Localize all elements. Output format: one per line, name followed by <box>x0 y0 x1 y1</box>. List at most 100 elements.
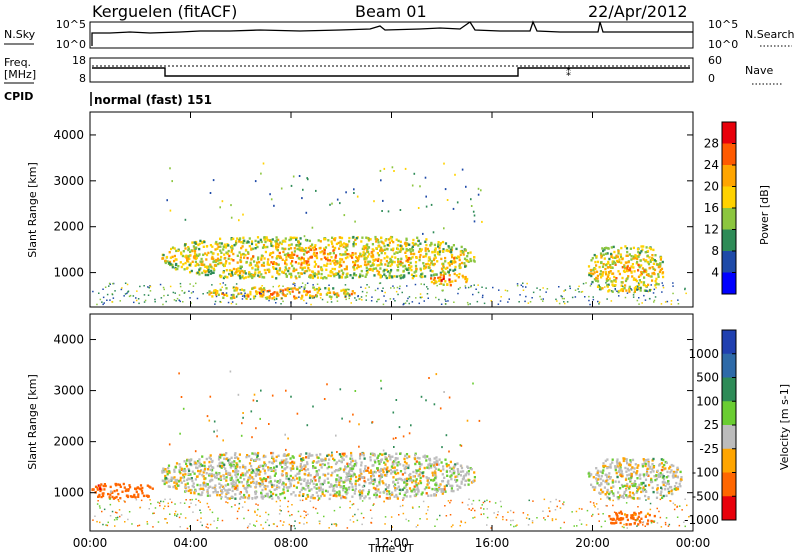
echo-cell <box>216 429 218 432</box>
echo-cell <box>364 467 367 470</box>
echo-cell <box>458 264 461 267</box>
echo-cell <box>387 261 390 265</box>
echo-cell <box>341 417 343 420</box>
echo-cell <box>280 473 284 476</box>
echo-cell <box>430 280 433 284</box>
echo-cell <box>404 167 407 170</box>
echo-cell <box>586 509 589 512</box>
echo-cell <box>486 524 488 526</box>
echo-cell <box>211 295 214 298</box>
echo-cell <box>469 257 472 261</box>
echo-cell <box>213 420 216 423</box>
echo-cell <box>364 260 367 264</box>
echo-cell <box>232 252 235 256</box>
echo-cell <box>449 460 452 464</box>
echo-cell <box>372 453 375 457</box>
echo-cell <box>365 266 368 269</box>
echo-cell <box>333 489 336 493</box>
echo-cell <box>175 482 178 485</box>
echo-cell <box>451 280 454 283</box>
echo-cell <box>600 498 602 500</box>
echo-cell <box>414 261 418 264</box>
echo-cell <box>590 274 593 278</box>
echo-cell <box>414 283 417 286</box>
echo-cell <box>667 491 671 495</box>
echo-cell <box>281 270 284 273</box>
x-tick-label: 04:00 <box>173 536 208 550</box>
echo-cell <box>590 272 593 275</box>
echo-cell <box>392 460 396 463</box>
echo-cell <box>639 251 642 255</box>
echo-cell <box>472 499 475 502</box>
echo-cell <box>201 487 204 490</box>
echo-cell <box>281 492 284 495</box>
echo-cell <box>434 471 437 475</box>
echo-cell <box>194 260 197 264</box>
echo-cell <box>366 236 369 240</box>
echo-cell <box>345 472 348 475</box>
echo-cell <box>335 295 339 299</box>
echo-cell <box>618 470 621 473</box>
echo-cell <box>196 271 199 274</box>
echo-cell <box>239 466 242 469</box>
echo-cell <box>268 270 271 274</box>
echo-cell <box>623 490 626 494</box>
echo-cell <box>220 498 222 500</box>
echo-cell <box>405 256 408 259</box>
echo-cell <box>659 262 662 265</box>
echo-cell <box>166 478 169 481</box>
echo-cell <box>179 526 181 528</box>
echo-cell <box>599 484 602 487</box>
echo-cell <box>324 238 327 241</box>
echo-cell <box>405 488 409 492</box>
echo-cell <box>205 265 208 268</box>
echo-cell <box>180 265 183 269</box>
echo-cell <box>297 241 300 244</box>
echo-cell <box>419 267 422 270</box>
echo-cell <box>409 495 412 498</box>
echo-cell <box>645 270 648 273</box>
echo-cell <box>135 499 138 501</box>
echo-cell <box>261 246 265 249</box>
echo-cell <box>301 282 304 284</box>
echo-cell <box>248 468 251 472</box>
echo-cell <box>91 488 94 492</box>
echo-cell <box>230 464 233 467</box>
echo-cell <box>215 476 218 479</box>
echo-cell <box>359 273 362 276</box>
echo-cell <box>640 250 643 253</box>
echo-cell <box>671 492 674 496</box>
echo-cell <box>563 290 565 292</box>
echo-cell <box>645 273 649 276</box>
echo-cell <box>372 482 375 486</box>
echo-cell <box>405 259 408 263</box>
echo-cell <box>519 294 521 296</box>
echo-cell <box>260 478 263 482</box>
echo-cell <box>414 453 417 457</box>
echo-cell <box>241 295 244 297</box>
echo-cell <box>367 491 370 494</box>
echo-cell <box>281 466 284 469</box>
echo-cell <box>386 489 389 493</box>
echo-cell <box>513 525 515 528</box>
echo-cell <box>450 499 452 502</box>
colorbar-tick-label: -25 <box>699 442 719 456</box>
echo-cell <box>268 481 271 484</box>
echo-cell <box>429 269 432 272</box>
echo-cell <box>268 269 271 272</box>
echo-cell <box>273 474 276 477</box>
echo-cell <box>650 519 653 523</box>
echo-cell <box>176 267 179 271</box>
echo-cell <box>670 463 673 467</box>
echo-cell <box>351 474 354 477</box>
echo-cell <box>284 269 287 272</box>
echo-cell <box>637 275 641 278</box>
echo-cell <box>672 470 675 474</box>
echo-cell <box>240 288 243 291</box>
echo-cell <box>184 218 187 221</box>
echo-cell <box>256 261 259 264</box>
echo-cell <box>154 300 156 303</box>
echo-cell <box>659 498 662 501</box>
echo-cell <box>645 259 648 262</box>
echo-cell <box>616 462 619 465</box>
